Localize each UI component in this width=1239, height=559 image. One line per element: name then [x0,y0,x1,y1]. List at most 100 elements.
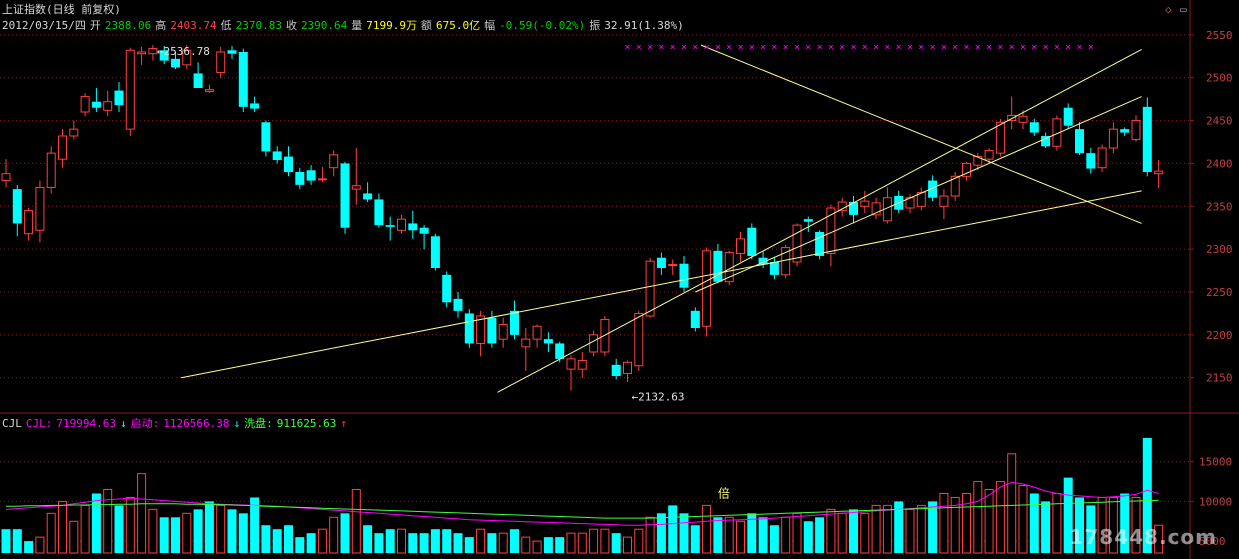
candle-body [589,334,599,353]
x-marker: × [1020,42,1026,53]
candle-body [939,195,949,207]
volume-bar [521,536,531,554]
volume-bar [317,528,327,554]
volume-bar [781,516,791,554]
volume-bar [419,533,429,553]
candle-body [1075,129,1084,154]
qidong-down-arrow-icon: ↓ [233,417,241,430]
amplitude-value: 32.91(1.38%) [604,19,684,32]
candle-body [995,121,1005,154]
candle-body [645,260,655,317]
volume-value: 7199.9万 [366,19,418,32]
volume-bar [702,504,712,554]
high-annotation: ←2536.78 [157,45,210,58]
x-marker: × [918,42,924,53]
candle-body [860,200,870,207]
x-marker: × [896,42,902,53]
volume-bar [566,532,576,554]
volume-bar [238,513,248,553]
volume-bar [973,481,983,554]
volume-marker: 倍 [718,485,730,500]
volume-bar [148,508,158,554]
candle-body [272,151,282,160]
candle-body [487,317,497,344]
candle-body [317,178,327,181]
diamond-icon[interactable]: ◇ [1165,3,1172,16]
change-value: -0.59(-0.02%) [499,19,586,32]
candle-body [430,236,440,268]
xipan-value: 911625.63 [276,417,337,430]
candle-body [634,312,644,367]
candle-body [419,227,429,234]
candle-body [284,156,293,172]
amount-label: 额 [421,19,433,32]
volume-bar [803,521,813,553]
candle-body [408,223,418,231]
candle-body [137,51,147,55]
candle-body [24,210,34,235]
volume-bar [656,513,666,553]
volume-bar [306,533,316,553]
trendline [181,190,1142,379]
volume-bar [894,501,904,553]
candle-body [1,173,11,182]
high-label: 高 [155,19,167,32]
scroll-up-icon[interactable]: ▭ [1180,3,1187,16]
x-marker: × [986,42,992,53]
volume-bar [724,516,734,554]
x-marker: × [941,42,947,53]
candle-body [803,219,813,222]
x-marker: × [884,42,890,53]
xipan-up-arrow-icon: ↑ [340,417,347,430]
volume-bar [385,529,395,553]
volume-bar [950,496,960,554]
change-label: 幅 [484,19,496,32]
candle-body [1108,128,1118,149]
volume-bar [340,513,350,553]
candle-body [532,325,542,340]
low-label: 低 [220,19,232,32]
volume-bar [928,501,938,553]
candle-body [250,103,260,109]
candle-body [1086,153,1096,169]
volume-bar [543,537,553,553]
volume-bar [58,500,67,554]
candle-body [46,152,56,188]
qidong-value: 1126566.38 [163,417,230,430]
candle-body [600,318,610,353]
candle-body [69,128,79,137]
candle-body [374,199,384,226]
volume-bar [611,533,621,553]
x-marker: × [1054,42,1060,53]
volume-bar [35,536,45,554]
volume-bar [747,513,757,553]
candle-body [1041,136,1051,147]
indicator-name[interactable]: CJL [2,417,22,430]
volume-bar [882,504,892,554]
volume-tick-label: 10000 [1199,495,1232,508]
price-tick-label: 2150 [1206,372,1233,385]
candle-body [713,250,723,282]
candle-body [543,339,553,344]
candle-body [125,49,135,130]
candle-body [1154,170,1164,175]
watermark: 178448.com [1069,525,1217,549]
candle-body [238,52,248,107]
x-marker: × [670,42,676,53]
volume-bar [351,489,361,554]
price-tick-label: 2350 [1206,200,1233,213]
price-tick-label: 2200 [1206,329,1233,342]
candle-body [668,264,678,267]
volume-bar [690,525,700,553]
volume-label: 量 [351,19,363,32]
volume-bar [871,504,881,554]
volume-bar [1086,505,1096,553]
candle-body [792,224,802,263]
volume-bar [623,536,632,554]
x-marker: × [805,42,811,53]
trendline [695,96,1142,293]
candle-body [690,310,700,328]
ohlc-info-row: 2012/03/15/四开 2388.06 高 2403.74 低 2370.83 收 239… [2,19,688,32]
volume-bar [962,492,971,554]
candle-body [193,73,203,88]
